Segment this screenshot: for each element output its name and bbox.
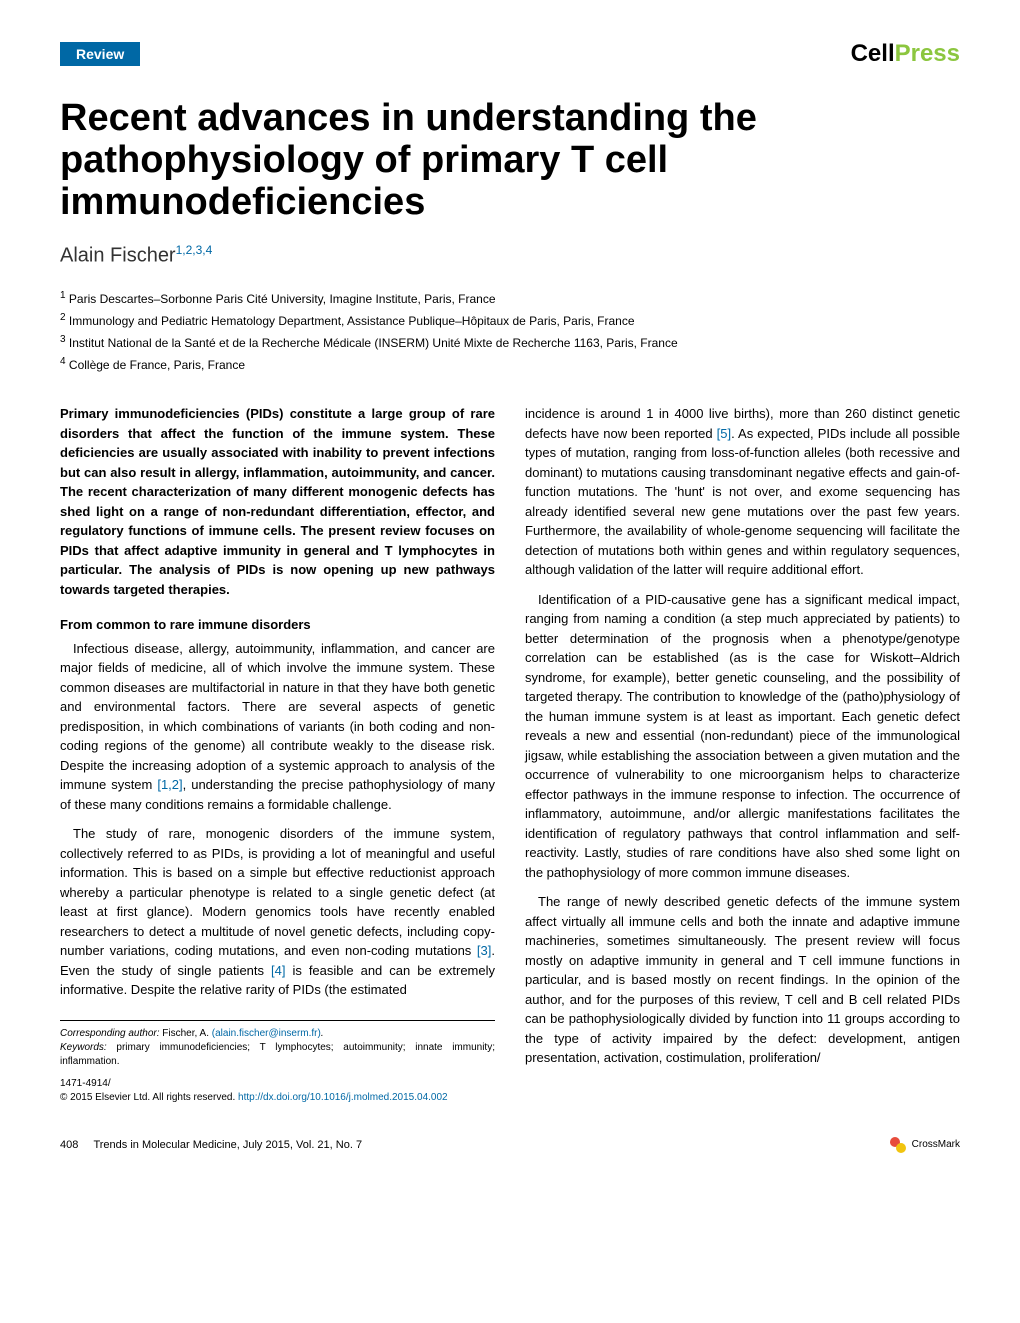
issn: 1471-4914/ [60, 1077, 495, 1091]
content-columns: Primary immunodeficiencies (PIDs) consti… [60, 404, 960, 1105]
crossmark-label: CrossMark [912, 1139, 960, 1150]
ref-link[interactable]: [3] [477, 943, 491, 958]
paragraph: The study of rare, monogenic disorders o… [60, 824, 495, 1000]
corresponding-label: Corresponding author: [60, 1028, 160, 1039]
paragraph: Infectious disease, allergy, autoimmunit… [60, 639, 495, 815]
paragraph: The range of newly described genetic def… [525, 892, 960, 1068]
logo-press: Press [895, 40, 960, 67]
ref-link[interactable]: [4] [271, 963, 285, 978]
affiliations: 1 Paris Descartes–Sorbonne Paris Cité Un… [60, 288, 960, 374]
email-link[interactable]: (alain.fischer@inserm.fr) [212, 1028, 321, 1039]
publisher-logo: CellPress [851, 40, 960, 68]
paragraph: incidence is around 1 in 4000 live birth… [525, 404, 960, 580]
keywords-label: Keywords: [60, 1042, 107, 1053]
page-footer: 408 Trends in Molecular Medicine, July 2… [60, 1135, 960, 1155]
journal-info: Trends in Molecular Medicine, July 2015,… [93, 1139, 362, 1151]
article-title: Recent advances in understanding the pat… [60, 98, 960, 223]
crossmark-badge[interactable]: CrossMark [888, 1135, 960, 1155]
author-line: Alain Fischer1,2,3,4 [60, 243, 960, 268]
review-badge: Review [60, 42, 140, 66]
author-affil-refs: 1,2,3,4 [176, 243, 213, 257]
keywords: primary immunodeficiencies; T lymphocyte… [60, 1042, 495, 1067]
page-number: 408 [60, 1139, 78, 1151]
ref-link[interactable]: [1,2] [157, 777, 182, 792]
author-name: Alain Fischer [60, 245, 176, 267]
paragraph: Identification of a PID-causative gene h… [525, 590, 960, 883]
affiliation-1: 1 Paris Descartes–Sorbonne Paris Cité Un… [60, 288, 960, 308]
right-column: incidence is around 1 in 4000 live birth… [525, 404, 960, 1105]
left-column: Primary immunodeficiencies (PIDs) consti… [60, 404, 495, 1105]
ref-link[interactable]: [5] [717, 426, 731, 441]
crossmark-icon [888, 1135, 908, 1155]
section-heading: From common to rare immune disorders [60, 615, 495, 635]
copyright: © 2015 Elsevier Ltd. All rights reserved… [60, 1092, 238, 1103]
doi-link[interactable]: http://dx.doi.org/10.1016/j.molmed.2015.… [238, 1092, 448, 1103]
header-bar: Review CellPress [60, 40, 960, 68]
affiliation-3: 3 Institut National de la Santé et de la… [60, 332, 960, 352]
affiliation-2: 2 Immunology and Pediatric Hematology De… [60, 310, 960, 330]
footer-info: Corresponding author: Fischer, A. (alain… [60, 1020, 495, 1105]
logo-cell: Cell [851, 40, 895, 67]
abstract: Primary immunodeficiencies (PIDs) consti… [60, 404, 495, 599]
affiliation-4: 4 Collège de France, Paris, France [60, 354, 960, 374]
corresponding-author: Fischer, A. [160, 1028, 212, 1039]
